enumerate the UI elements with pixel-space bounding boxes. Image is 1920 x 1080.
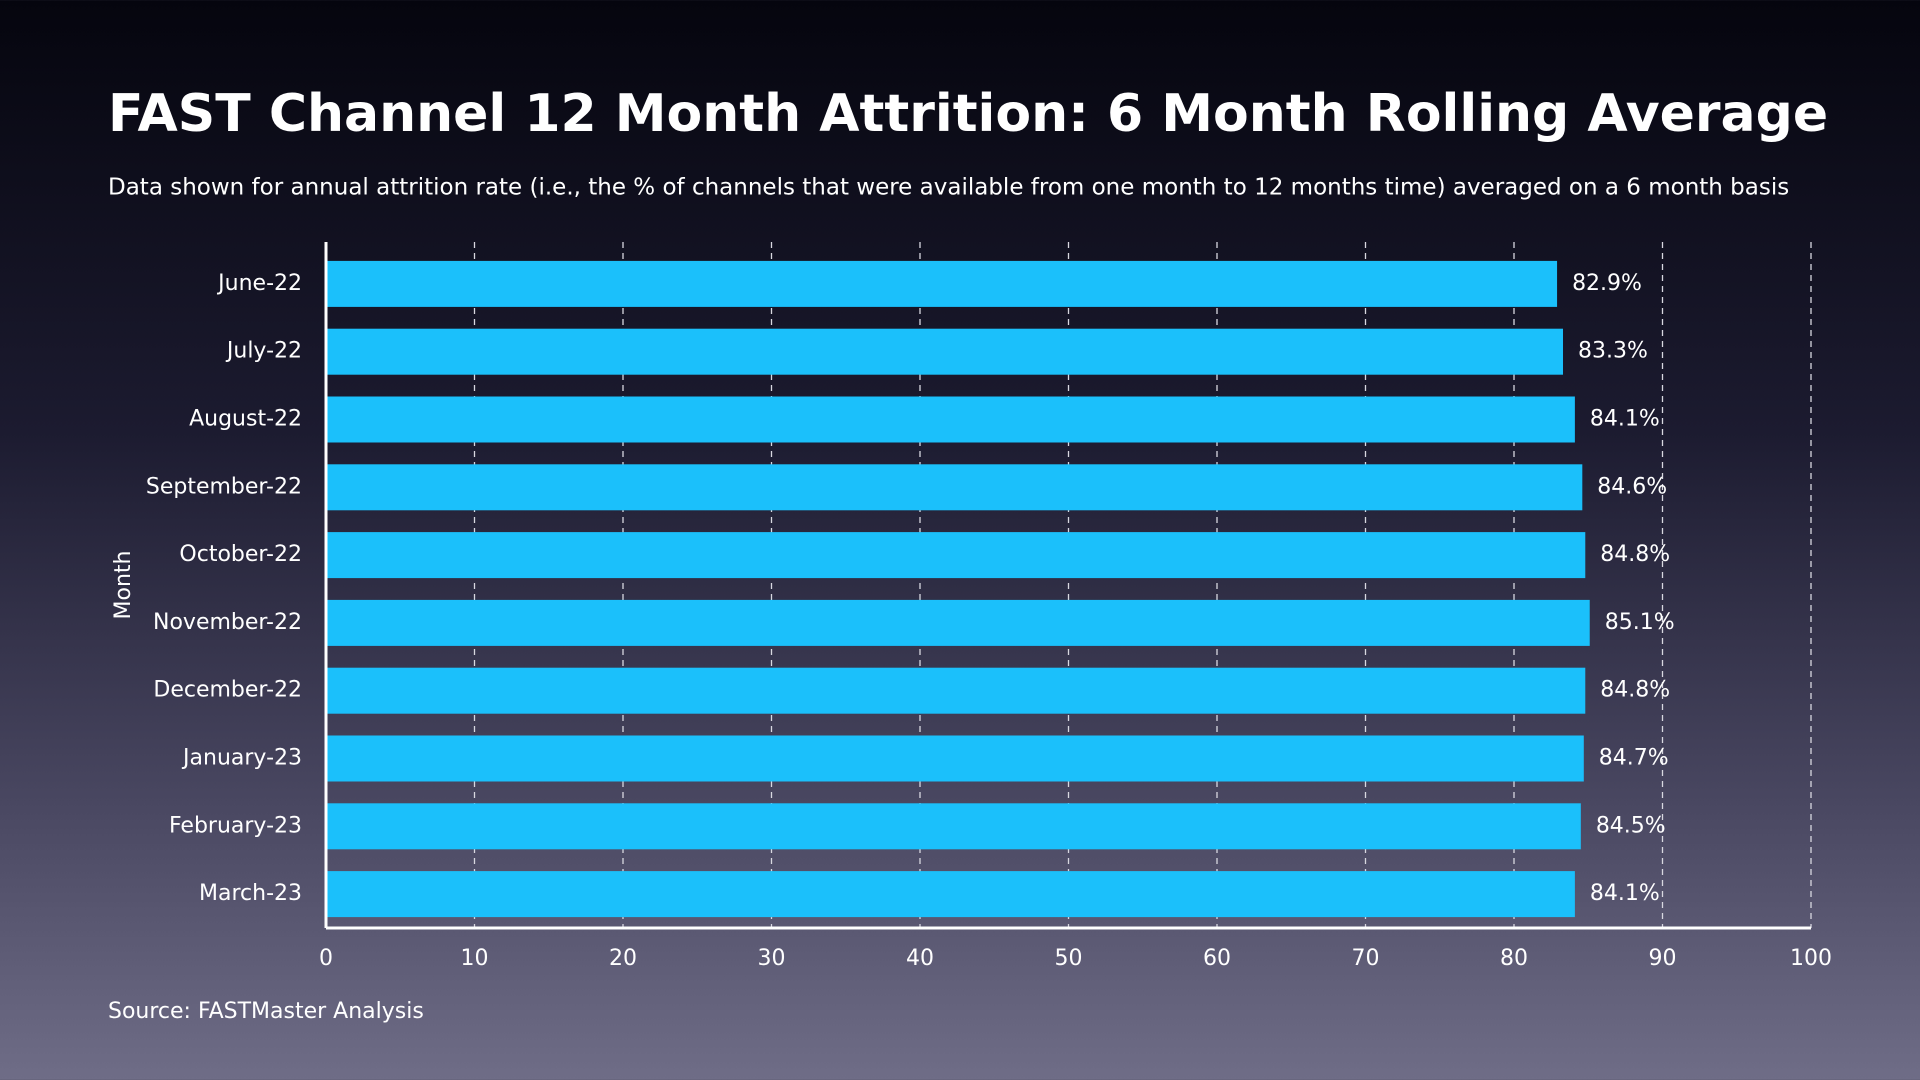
y-tick-label: September-22 [146,474,302,499]
y-tick-label: October-22 [179,542,302,567]
bar [326,532,1586,579]
x-tick-label: 70 [1352,946,1380,971]
x-tick-label: 30 [758,946,786,971]
x-tick-label: 50 [1055,946,1083,971]
bar [326,328,1564,375]
value-label: 84.5% [1596,813,1666,838]
y-tick-label: August-22 [189,407,302,432]
y-tick-label: November-22 [153,610,302,635]
bar [326,735,1584,782]
chart-subtitle: Data shown for annual attrition rate (i.… [108,175,1789,201]
x-tick-label: 10 [461,946,489,971]
x-tick-label: 0 [319,946,333,971]
value-label: 83.3% [1578,339,1648,364]
value-label: 84.8% [1600,678,1670,703]
bar [326,396,1575,443]
value-label: 84.7% [1599,746,1669,771]
y-tick-label: February-23 [169,813,302,838]
y-tick-label: January-23 [181,746,302,771]
value-label: 84.8% [1600,542,1670,567]
x-tick-label: 40 [906,946,934,971]
value-label: 84.1% [1590,881,1660,906]
bar [326,871,1575,918]
x-tick-label: 20 [609,946,637,971]
x-tick-label: 90 [1649,946,1677,971]
bar [326,464,1583,511]
y-tick-label: March-23 [199,881,302,906]
value-label: 84.6% [1597,474,1667,499]
value-label: 84.1% [1590,407,1660,432]
x-tick-label: 60 [1203,946,1231,971]
y-tick-label: July-22 [225,339,302,364]
y-tick-label: June-22 [216,271,302,296]
source-note: Source: FASTMaster Analysis [108,999,424,1024]
y-tick-label: December-22 [153,678,302,703]
bar [326,260,1558,307]
x-tick-label: 80 [1500,946,1528,971]
bar [326,803,1581,850]
value-label: 82.9% [1572,271,1642,296]
value-label: 85.1% [1605,610,1675,635]
bar [326,667,1586,714]
y-axis-label: Month [111,551,136,620]
x-tick-label: 100 [1790,946,1832,971]
chart-title: FAST Channel 12 Month Attrition: 6 Month… [108,84,1828,144]
bar [326,599,1590,646]
